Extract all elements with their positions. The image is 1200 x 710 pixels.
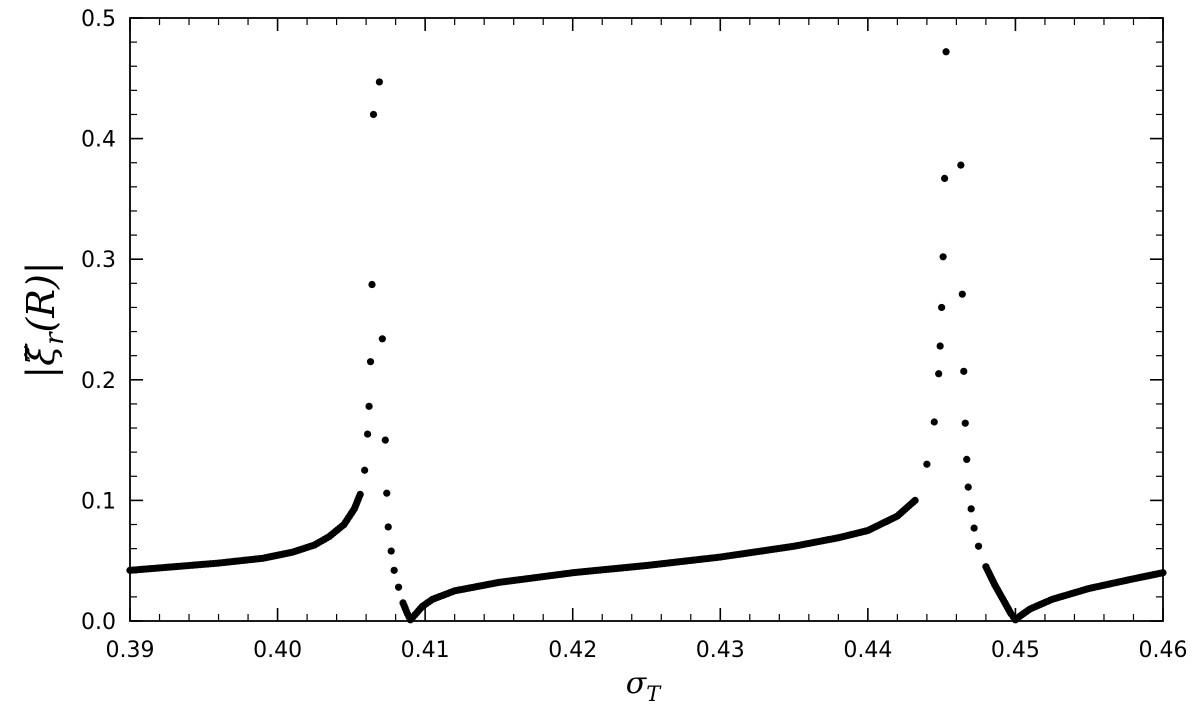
data-point [930,418,938,426]
x-tick-label: 0.40 [253,638,302,663]
data-point [378,335,386,343]
data-point [967,505,975,513]
minor-ticks [130,18,1163,621]
data-point [964,483,972,491]
y-axis-label: |ξ̃r(R)| [19,261,70,378]
data-point [369,110,378,119]
data-point [375,78,383,86]
x-tick-label: 0.41 [401,638,450,663]
data-point [356,490,364,498]
data-point [365,402,373,410]
data-point [936,342,944,350]
data-point [384,523,392,531]
data-point [935,370,943,378]
data-markers [126,48,1167,624]
y-tick-labels: 0.0 0.1 0.2 0.3 0.4 0.5 [81,7,116,635]
y-tick-label: 0.3 [81,248,116,273]
y-tick-label: 0.4 [81,128,116,153]
data-point [957,161,965,169]
x-tick-label: 0.46 [1139,638,1188,663]
data-point [939,253,947,261]
data-point [974,542,983,550]
data-point [942,48,950,56]
y-tick-label: 0.5 [81,7,116,32]
data-point [383,489,391,497]
data-point [390,566,398,574]
y-tick-label: 0.2 [81,369,116,394]
plot-frame [129,17,1164,622]
x-axis-label: σT [626,666,662,706]
y-tick-label: 0.1 [81,489,116,514]
data-point [958,290,966,298]
data-point [938,303,946,312]
y-tick-label: 0.0 [81,610,116,635]
x-tick-labels: 0.39 0.40 0.41 0.42 0.43 0.44 0.45 0.46 [106,638,1188,663]
x-tick-label: 0.44 [843,638,892,663]
data-point [361,466,369,474]
x-tick-label: 0.43 [696,638,745,663]
data-point [940,174,949,182]
data-point [381,436,389,444]
major-ticks [129,17,1164,622]
data-point [963,455,971,463]
data-point [387,547,395,555]
x-tick-label: 0.39 [106,638,155,663]
data-point [961,419,969,427]
data-point [911,496,919,504]
data-point [366,358,375,366]
data-point [394,583,403,591]
data-point [368,280,376,289]
data-point [923,460,931,468]
x-tick-label: 0.45 [991,638,1040,663]
x-tick-label: 0.42 [548,638,597,663]
data-point [363,430,372,438]
data-point [970,524,978,532]
data-point [960,367,968,375]
